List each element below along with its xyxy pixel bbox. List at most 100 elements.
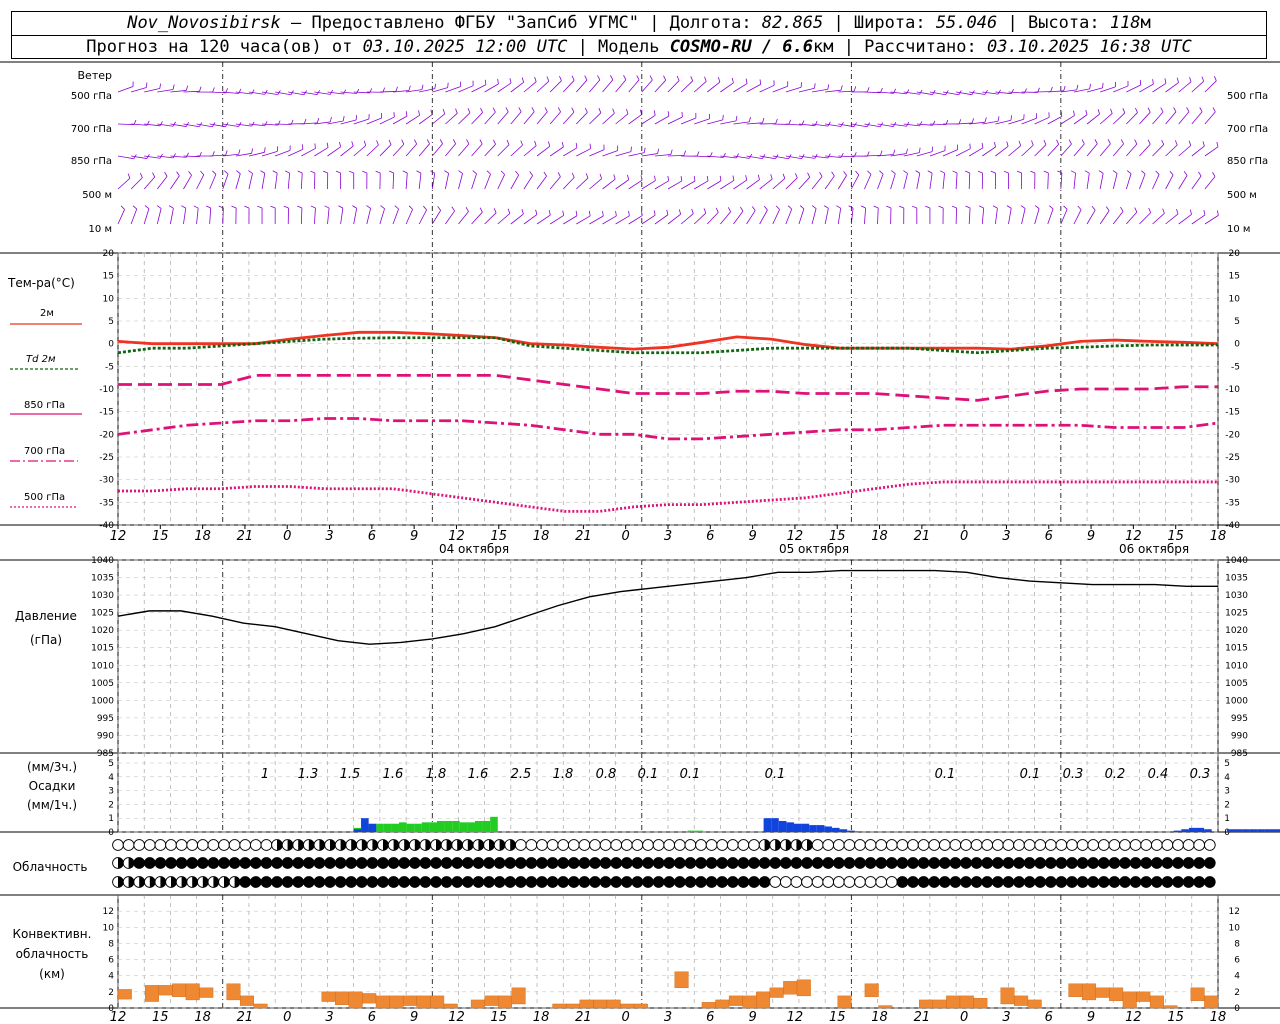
wind-barb-feather [1057, 170, 1063, 174]
bottom-time-label: 15 [490, 1010, 507, 1024]
cloud-cover-symbol [642, 839, 654, 851]
wind-barb-feather [653, 210, 656, 216]
cloud-cover-symbol [1108, 876, 1121, 888]
wind-barb-feather [188, 171, 192, 176]
wind-barb-feather [351, 141, 354, 147]
cloud-cover-symbol [748, 876, 760, 888]
precip-total: 0.1 [935, 767, 956, 782]
wind-barb-shaft [759, 209, 768, 225]
wind-barb-shaft [1073, 143, 1085, 157]
wind-barb-feather [479, 139, 483, 145]
conv-cloud-bar [199, 987, 214, 998]
wind-barb-shaft [405, 209, 413, 225]
cloud-cover-symbol [1203, 839, 1216, 851]
cloud-cover-symbol [525, 876, 538, 888]
wind-barb-shaft [536, 111, 548, 125]
wind-barb-shaft [156, 176, 168, 190]
wind-barb-shaft [1008, 208, 1012, 225]
wind-barb-feather [444, 170, 449, 174]
cloud-cover-symbol [832, 857, 845, 869]
cloud-cover-symbol [345, 857, 358, 869]
cloud-cover-symbol [949, 857, 962, 869]
cloud-cover-symbol [663, 839, 676, 851]
wind-barb-shaft [1086, 173, 1090, 190]
bottom-time-label: 3 [1002, 1010, 1010, 1024]
wind-barb-shaft [117, 155, 134, 160]
time-axis: 12 15 18 21 0 3 6 9 12 15 18 21 0 3 6 9 12 15 18 21 0 3 6 9 12 15… [110, 525, 1226, 544]
cloud-cover-symbol [673, 839, 686, 851]
wind-barb-feather [356, 88, 360, 94]
wind-barb-shaft [235, 152, 252, 157]
wind-barb-shaft [641, 114, 656, 125]
conv-cloud-bar [416, 995, 431, 1009]
wind-barb-feather [314, 143, 316, 149]
wind-barb-feather [515, 170, 519, 176]
wind-barb-feather [1043, 170, 1049, 174]
wind-barb-feather [597, 75, 601, 81]
wind-barb-feather [853, 86, 857, 92]
wind-barb-shaft [785, 123, 802, 126]
wind-barb-feather [1188, 140, 1192, 146]
pressure-tick-label-right: 985 [1231, 749, 1248, 759]
wind-barb-feather [339, 141, 342, 147]
wind-barb-feather [1173, 107, 1177, 113]
precip-total: 2.5 [511, 767, 532, 782]
conv-cloud-bar [620, 1003, 635, 1009]
cloud-cover-symbol [143, 857, 156, 869]
wind-barb-shaft [680, 180, 696, 190]
conv-tick-labels: 12 12 10 10 8 8 6 6 4 4 2 2 0 0 [103, 907, 1241, 1014]
wind-barb-feather [434, 83, 437, 89]
wind-barb-shaft [406, 89, 422, 93]
wind-barb-shaft [733, 210, 744, 225]
wind-barb-feather [893, 149, 896, 155]
wind-barb-shaft [785, 177, 798, 190]
conv-cloud-bar [443, 1003, 458, 1009]
cloud-cover-symbol [567, 839, 580, 851]
precip-bar-snow [801, 823, 810, 832]
wind-level-label: 850 гПа [71, 156, 112, 167]
temp-series-lines [117, 330, 1219, 513]
wind-barb-feather [1070, 170, 1076, 174]
wind-barb-shaft [445, 113, 458, 125]
wind-barb-feather [467, 108, 471, 113]
wind-barb-feather [212, 170, 217, 175]
bottom-time-label: 12 [787, 1010, 804, 1024]
cloud-cover-symbol [1013, 857, 1025, 869]
wind-barb-shaft [1008, 91, 1025, 94]
wind-barb-feather [1120, 139, 1124, 145]
wind-barb-shaft [994, 208, 998, 225]
cloud-cover-half [383, 839, 389, 851]
cloud-cover-symbol [1150, 857, 1163, 869]
conv-cloud-bar [1068, 983, 1083, 997]
precip-tick-label-right: 3 [1224, 787, 1230, 797]
temp-tick-label-right: 20 [1229, 249, 1241, 259]
cloud-cover-symbol [1119, 876, 1131, 888]
pressure-tick-label: 995 [97, 714, 114, 724]
cloud-cover-symbol [112, 839, 124, 851]
cloud-cover-symbol [1129, 857, 1142, 869]
wind-barb-shaft [1060, 89, 1077, 93]
wind-barb-feather [1148, 207, 1152, 213]
wind-barb-shaft [431, 210, 441, 225]
wind-barb-feather [1105, 206, 1110, 212]
wind-barb-shaft [890, 173, 896, 190]
wind-barb-feather [1077, 205, 1082, 210]
wind-barb-shaft [222, 153, 239, 157]
conv-cloud-bar [1122, 991, 1137, 1009]
wind-barb-feather [272, 170, 278, 174]
wind-barb-feather [451, 206, 455, 212]
conv-cloud-bar [701, 1002, 716, 1009]
cloud-cover-symbol [557, 857, 570, 869]
wind-barb-feather [1063, 85, 1066, 91]
wind-barb-feather [401, 139, 405, 145]
wind-barb-feather [185, 85, 189, 91]
wind-barb-shaft [707, 81, 721, 93]
cloud-cover-symbol [970, 857, 983, 869]
conv-cloud-bar [1204, 995, 1219, 1009]
cloud-cover-symbol [440, 857, 453, 869]
cloud-cover-symbol [684, 876, 697, 888]
pressure-series [117, 569, 1218, 645]
cloud-cover-symbol [1161, 876, 1174, 888]
conv-cloud-bar [796, 979, 811, 997]
wind-barb-feather [676, 75, 680, 81]
